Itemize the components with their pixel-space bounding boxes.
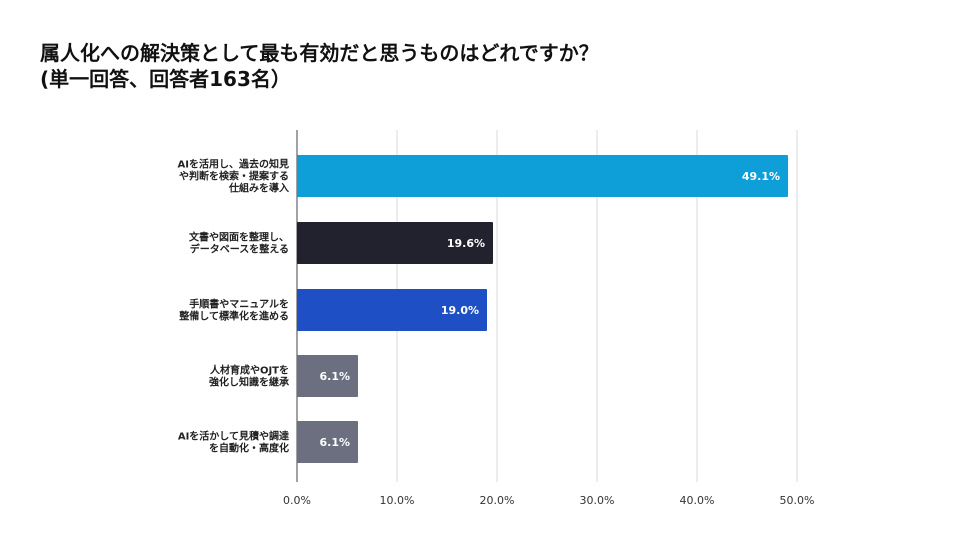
chart-title-line2: (単一回答、回答者163名） bbox=[40, 67, 291, 91]
category-label-line: 強化し知識を継承 bbox=[209, 376, 289, 389]
x-tick-label: 0.0% bbox=[283, 494, 311, 507]
category-label-line: 仕組みを導入 bbox=[228, 182, 289, 195]
data-label: 19.0% bbox=[441, 304, 479, 317]
category-label: AIを活かして見積や調達を自動化・高度化 bbox=[178, 430, 289, 455]
data-label: 6.1% bbox=[319, 370, 350, 383]
category-label-line: を自動化・高度化 bbox=[209, 442, 289, 455]
x-tick-label: 40.0% bbox=[680, 494, 715, 507]
x-tick-label: 20.0% bbox=[480, 494, 515, 507]
category-label-line: や判断を検索・提案する bbox=[179, 170, 289, 183]
bar bbox=[297, 222, 493, 264]
x-tick-label: 50.0% bbox=[780, 494, 815, 507]
bar bbox=[297, 355, 358, 397]
category-label: 文書や図面を整理し、データベースを整える bbox=[189, 231, 289, 256]
category-label: AIを活用し、過去の知見や判断を検索・提案する仕組みを導入 bbox=[178, 158, 289, 195]
chart-title-line1: 属人化への解決策として最も有効だと思うものはどれですか？ bbox=[40, 41, 599, 65]
data-label: 49.1% bbox=[742, 170, 780, 183]
category-label-line: AIを活用し、過去の知見 bbox=[178, 158, 289, 171]
category-label-line: 文書や図面を整理し、 bbox=[189, 231, 289, 244]
x-tick-label: 30.0% bbox=[580, 494, 615, 507]
category-label-line: 人材育成やOJTを bbox=[210, 364, 289, 377]
x-tick-label: 10.0% bbox=[380, 494, 415, 507]
bar bbox=[297, 155, 788, 197]
category-label-line: 整備して標準化を進める bbox=[178, 310, 289, 323]
category-label-line: 手順書やマニュアルを bbox=[189, 298, 289, 311]
data-label: 6.1% bbox=[319, 436, 350, 449]
category-label: 手順書やマニュアルを整備して標準化を進める bbox=[178, 298, 289, 323]
bar bbox=[297, 289, 487, 331]
chart-title: 属人化への解決策として最も有効だと思うものはどれですか？ (単一回答、回答者16… bbox=[40, 40, 599, 92]
data-label: 19.6% bbox=[447, 237, 485, 250]
category-label-line: AIを活かして見積や調達 bbox=[178, 430, 289, 443]
category-label: 人材育成やOJTを強化し知識を継承 bbox=[209, 364, 289, 389]
bar bbox=[297, 421, 358, 463]
category-label-line: データベースを整える bbox=[190, 243, 289, 256]
